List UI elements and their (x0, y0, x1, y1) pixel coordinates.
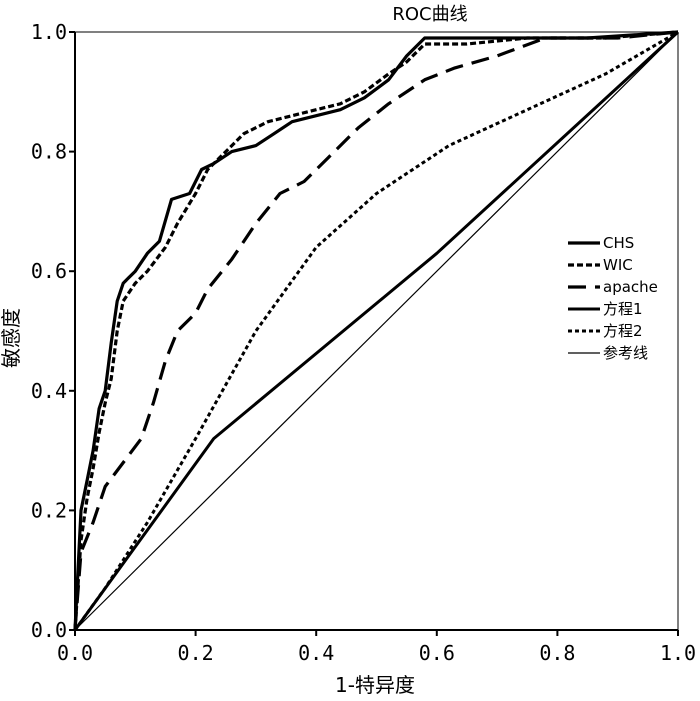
curve-方程1 (73, 30, 680, 631)
y-tick-label: 0.2 (31, 498, 67, 522)
axes (74, 32, 678, 631)
x-tick-label: 0.4 (298, 641, 334, 665)
legend-label-apache: apache (603, 278, 658, 296)
curve-参考线 (74, 31, 679, 631)
y-axis-title: 敏感度 (0, 308, 23, 368)
x-tick-label: 0.2 (178, 641, 214, 665)
x-tick-label: 1.0 (660, 641, 696, 665)
legend-label-WIC: WIC (603, 256, 633, 274)
legend-label-参考线: 参考线 (603, 344, 648, 362)
legend: CHS WIC apache 方程1 方程2 参考线 (568, 234, 658, 362)
legend-label-方程2: 方程2 (603, 322, 643, 340)
y-tick-label: 0.4 (31, 379, 67, 403)
x-axis-title: 1-特异度 (335, 673, 415, 697)
x-tick-label: 0.8 (539, 641, 575, 665)
curve-apache (73, 30, 679, 631)
y-tick-label: 0.6 (31, 259, 67, 283)
x-tick-label: 0.0 (57, 641, 93, 665)
y-tick-label: 0.8 (31, 140, 67, 164)
curve-方程2 (73, 30, 679, 631)
curve-WIC (73, 30, 679, 631)
legend-label-CHS: CHS (603, 234, 634, 252)
curve-CHS (73, 30, 679, 631)
chart-title: ROC曲线 (392, 4, 467, 25)
x-tick-label: 0.6 (419, 641, 455, 665)
y-tick-label: 0.0 (31, 618, 67, 642)
plot-area (75, 31, 679, 630)
y-tick-label: 1.0 (31, 20, 67, 44)
ticks: 0.0 0.2 0.4 0.6 0.8 1.0 0.0 0.2 0.4 0.6 0.8 1.0 (31, 20, 696, 665)
curves (73, 30, 680, 631)
legend-label-方程1: 方程1 (603, 300, 643, 318)
